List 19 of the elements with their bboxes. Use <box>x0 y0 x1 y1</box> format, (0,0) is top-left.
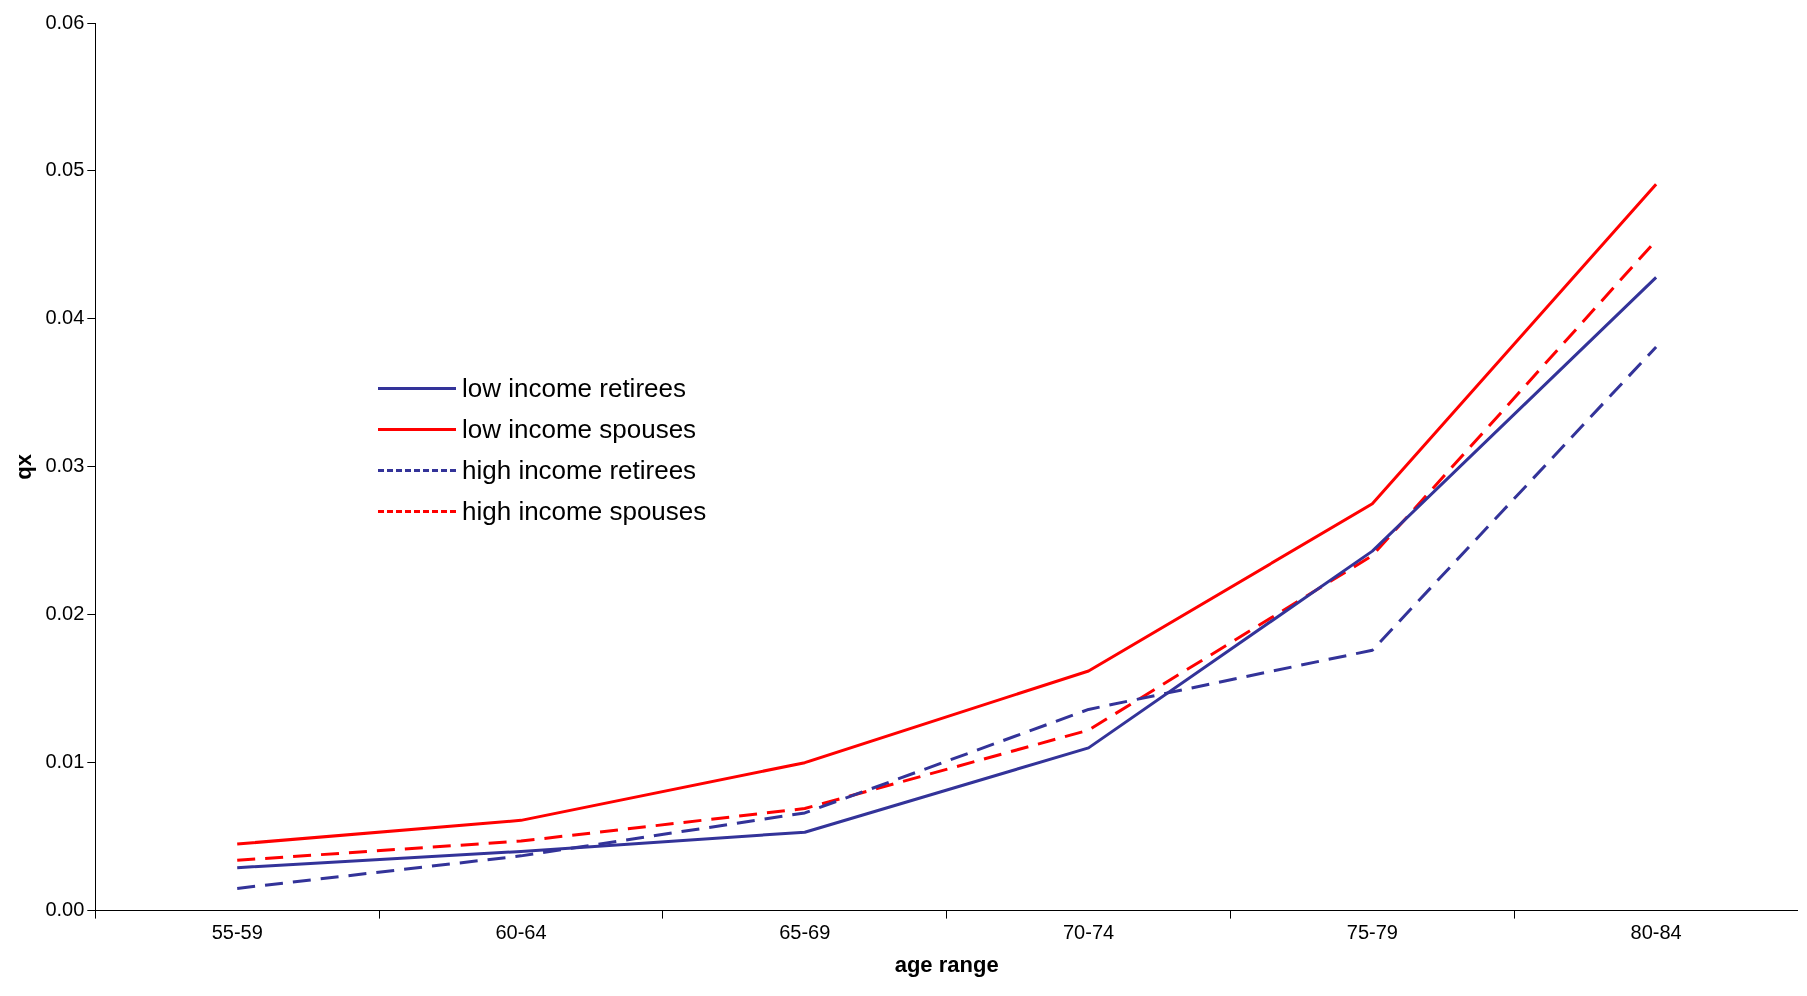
x-tick-label: 80-84 <box>1630 921 1682 944</box>
y-tick-label: 0.05 <box>45 158 85 181</box>
x-tick-label: 65-69 <box>779 921 831 944</box>
legend-label: high income spouses <box>462 496 707 527</box>
y-tick-label: 0.06 <box>45 10 85 33</box>
y-axis-title: qx <box>11 453 37 480</box>
x-tick-label: 70-74 <box>1062 921 1115 944</box>
x-tick-label: 55-59 <box>211 921 263 944</box>
y-tick-label: 0.02 <box>45 602 85 625</box>
legend-label: high income retirees <box>462 455 697 486</box>
y-tick-label: 0.03 <box>45 454 85 477</box>
x-tick-label: 75-79 <box>1346 921 1398 944</box>
y-tick-label: 0.01 <box>45 750 85 773</box>
x-tick-label: 60-64 <box>495 921 547 944</box>
legend-label: low income retirees <box>462 373 686 404</box>
legend-label: low income spouses <box>462 414 697 445</box>
y-tick-label: 0.04 <box>45 306 85 329</box>
x-axis-title: age range <box>894 951 999 977</box>
y-tick-label: 0.00 <box>45 898 85 921</box>
